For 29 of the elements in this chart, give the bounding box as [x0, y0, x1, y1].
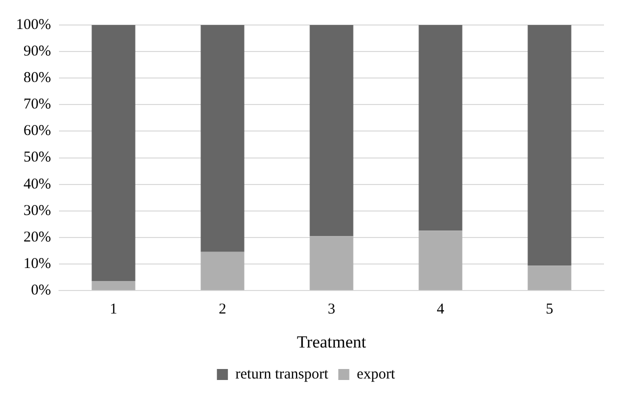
y-tick-label: 20% — [23, 229, 51, 246]
x-tick-label: 2 — [218, 302, 226, 318]
y-tick-label: 0% — [30, 282, 51, 299]
y-tick-label: 100% — [16, 16, 51, 33]
bar — [418, 230, 462, 290]
x-tick-label: 5 — [546, 302, 554, 318]
y-tick-label: 70% — [23, 96, 51, 113]
y-tick-label: 60% — [23, 123, 51, 140]
y-tick-label: 90% — [23, 44, 51, 60]
bar — [418, 25, 462, 231]
bar — [200, 252, 244, 290]
y-tick-label: 30% — [23, 202, 51, 219]
y-tick-label: 10% — [23, 256, 51, 272]
y-tick-label: 40% — [23, 176, 51, 192]
bar — [92, 25, 136, 282]
x-tick-label: 1 — [110, 302, 118, 318]
bar — [528, 25, 572, 266]
bar — [92, 281, 136, 290]
legend-label: export — [356, 366, 396, 382]
x-axis-title: Treatment — [296, 332, 366, 352]
x-tick-label: 3 — [328, 302, 336, 318]
bar — [528, 266, 572, 290]
bar — [310, 25, 354, 236]
y-tick-label: 80% — [23, 70, 51, 86]
legend-label: return transport — [235, 366, 330, 382]
x-tick-label: 4 — [436, 302, 445, 318]
bar — [200, 25, 244, 252]
y-tick-label: 50% — [23, 150, 51, 166]
bar — [310, 236, 354, 290]
